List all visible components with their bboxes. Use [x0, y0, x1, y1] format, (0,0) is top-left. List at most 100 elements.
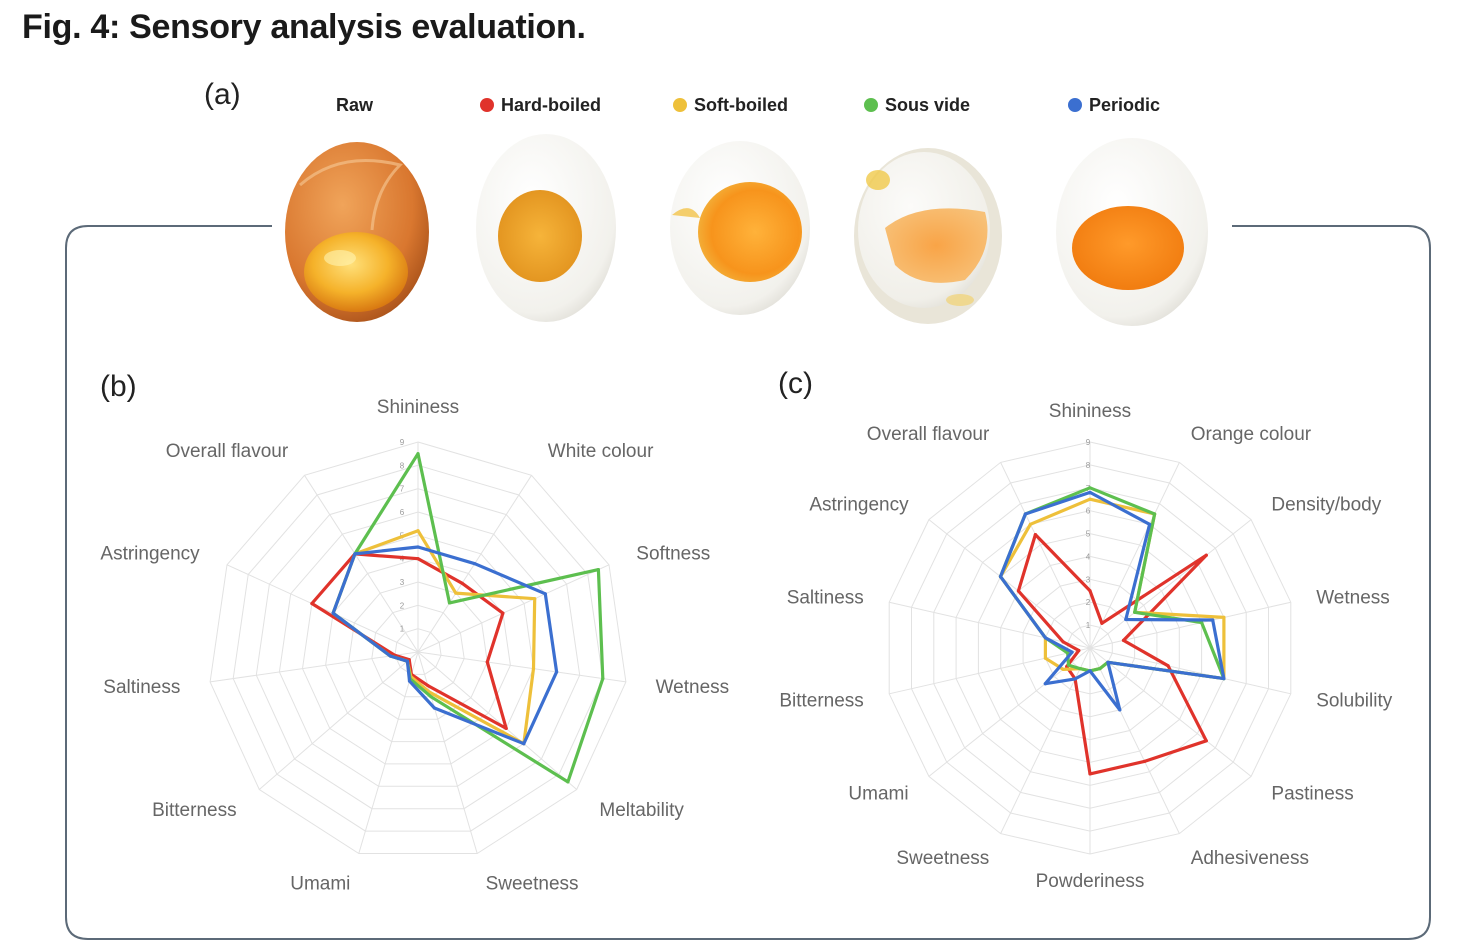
data-point	[1088, 490, 1092, 494]
tick-label: 2	[400, 601, 405, 610]
egg-soft-boiled	[670, 141, 810, 315]
egg-sous-vide	[854, 148, 1002, 324]
data-point	[1088, 669, 1092, 673]
data-point	[429, 695, 433, 699]
grid-spoke	[889, 647, 1091, 695]
data-point	[1121, 638, 1126, 643]
data-point	[522, 742, 526, 746]
grid-spoke	[210, 651, 419, 683]
grid-spoke	[304, 475, 419, 653]
grid-ring	[232, 464, 604, 832]
axis-label: Overall flavour	[166, 441, 289, 462]
data-point	[1118, 708, 1122, 712]
tick-label: 6	[400, 508, 405, 517]
data-point	[601, 677, 605, 681]
data-point	[310, 601, 314, 606]
data-point	[596, 568, 601, 572]
panel-c-label: (c)	[778, 367, 813, 400]
data-point	[1088, 589, 1092, 593]
data-point	[1043, 682, 1047, 686]
egg-raw	[285, 142, 429, 322]
data-point	[405, 659, 409, 663]
data-point	[1016, 589, 1021, 593]
tick-label: 2	[1086, 598, 1091, 607]
grid-spoke	[417, 564, 610, 653]
grid-ring	[209, 441, 627, 854]
tick-label: 5	[1086, 530, 1091, 539]
data-point	[1078, 667, 1082, 671]
data-point	[1066, 663, 1071, 667]
data-point	[1033, 533, 1037, 537]
legend: Raw Hard-boiled Soft-boiled Sous vide Period…	[336, 95, 1160, 115]
grid-spoke	[1089, 647, 1252, 777]
axis-label: Orange colour	[1191, 424, 1312, 445]
data-point	[1043, 656, 1047, 660]
data-point	[473, 562, 477, 566]
data-point	[501, 611, 505, 615]
axis-label: Softness	[636, 543, 710, 564]
data-point	[555, 670, 559, 674]
legend-entry-3: Sous vide	[885, 95, 970, 115]
axis-label: Powderiness	[1036, 871, 1145, 892]
grid-spoke	[928, 519, 1091, 649]
axis-label: Overall flavour	[867, 424, 990, 445]
grid-ring	[371, 604, 465, 698]
data-point	[407, 679, 412, 683]
data-point	[1028, 522, 1032, 526]
grid-spoke	[1000, 647, 1091, 834]
axis-label: Saltiness	[103, 677, 180, 698]
tick-label: 3	[400, 578, 405, 587]
legend-entry-0: Raw	[336, 95, 374, 115]
legend-marker-4	[1068, 98, 1082, 112]
tick-label: 9	[400, 438, 405, 447]
grid-spoke	[358, 651, 419, 854]
axis-label: Adhesiveness	[1191, 848, 1309, 869]
series-line-hard-boiled	[310, 552, 508, 731]
data-point	[432, 706, 436, 710]
axis-label: Shininess	[1049, 401, 1131, 422]
tick-label: 1	[400, 625, 405, 634]
axis-label: Pastiness	[1271, 784, 1353, 805]
data-point	[1143, 759, 1147, 764]
data-point	[1100, 621, 1104, 625]
grid-spoke	[1089, 519, 1252, 649]
axis-label: Density/body	[1271, 494, 1381, 515]
grid-spoke	[417, 651, 626, 683]
data-point	[1166, 664, 1170, 668]
data-point	[331, 611, 335, 615]
data-point	[1106, 660, 1110, 664]
panel-frame	[65, 225, 1431, 940]
axis-label: Sweetness	[486, 873, 579, 894]
data-point	[1153, 512, 1157, 516]
data-point	[1061, 667, 1065, 672]
data-point	[426, 684, 430, 688]
data-point	[566, 780, 570, 784]
data-point	[447, 601, 452, 605]
tick-label: 3	[1086, 575, 1091, 584]
data-point	[416, 529, 420, 533]
grid-spoke	[1089, 647, 1291, 695]
data-point	[1148, 522, 1152, 526]
data-point	[1098, 667, 1102, 671]
tick-label: 1	[1086, 621, 1091, 630]
grid-ring	[394, 628, 442, 675]
axis-label: Astringency	[100, 543, 200, 564]
data-point	[1073, 677, 1077, 681]
axis-label: Umami	[290, 873, 350, 894]
data-point	[1222, 615, 1226, 620]
grid-ring	[348, 581, 488, 720]
legend-marker-2	[673, 98, 687, 112]
axis-label: Meltability	[599, 800, 684, 821]
panel-a-label: (a)	[204, 78, 241, 111]
data-point	[1070, 650, 1074, 654]
grid-ring	[325, 558, 511, 743]
tick-label: 8	[1086, 461, 1091, 470]
data-point	[1133, 610, 1137, 614]
axis-label: Saltiness	[787, 587, 864, 608]
tick-label: 7	[400, 485, 405, 494]
grid-spoke	[889, 601, 1091, 649]
egg-hard-boiled	[476, 134, 616, 322]
legend-entry-1: Hard-boiled	[501, 95, 601, 115]
